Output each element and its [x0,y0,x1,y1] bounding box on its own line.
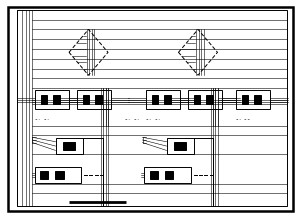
Bar [206,95,213,104]
Bar [167,138,194,154]
Bar [56,171,64,179]
Bar [40,171,49,179]
Bar [56,138,82,154]
Bar [63,142,75,150]
Bar [16,10,286,206]
Bar [144,167,190,183]
Bar [165,171,173,179]
Bar [95,95,102,104]
Bar [34,90,69,109]
Bar [41,95,47,104]
Bar [152,95,158,104]
Bar [254,95,261,104]
Bar [194,95,200,104]
Bar [174,142,186,150]
Bar [76,90,111,109]
Bar [236,90,270,109]
Bar [53,95,60,104]
Bar [242,95,248,104]
Bar [146,90,180,109]
Bar [164,95,171,104]
Bar [188,90,222,109]
Bar [150,171,158,179]
Bar [34,167,81,183]
Bar [83,95,89,104]
